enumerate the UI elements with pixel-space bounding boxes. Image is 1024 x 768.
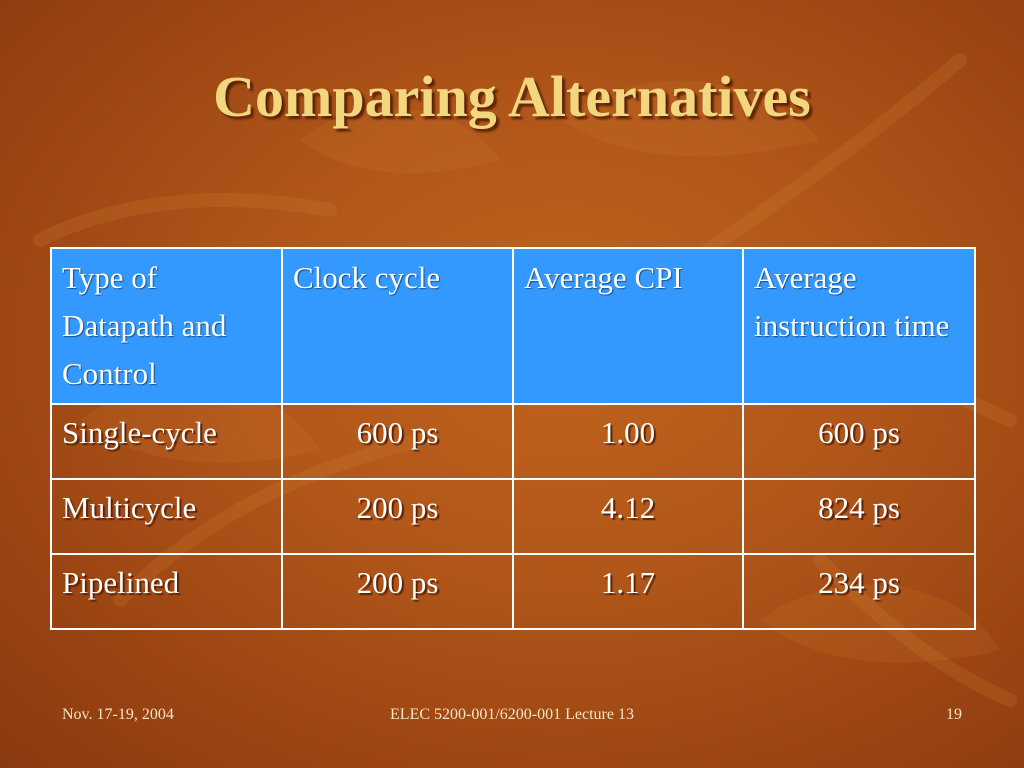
- instruction-time-cell: 600 ps: [742, 403, 976, 480]
- clock-cycle-cell: 600 ps: [281, 403, 514, 480]
- average-cpi-cell: 1.17: [512, 553, 744, 630]
- header-average-cpi: Average CPI: [512, 247, 744, 405]
- table-header-row: Type of Datapath and Control Clock cycle…: [50, 247, 976, 405]
- footer-course: ELEC 5200-001/6200-001 Lecture 13: [390, 706, 634, 723]
- header-type: Type of Datapath and Control: [50, 247, 283, 405]
- row-label: Multicycle: [50, 478, 283, 555]
- row-label: Pipelined: [50, 553, 283, 630]
- slide-title: Comparing Alternatives: [213, 64, 811, 129]
- instruction-time-cell: 234 ps: [742, 553, 976, 630]
- average-cpi-cell: 4.12: [512, 478, 744, 555]
- clock-cycle-cell: 200 ps: [281, 553, 514, 630]
- row-label: Single-cycle: [50, 403, 283, 480]
- instruction-time-cell: 824 ps: [742, 478, 976, 555]
- average-cpi-cell: 1.00: [512, 403, 744, 480]
- header-clock-cycle: Clock cycle: [281, 247, 514, 405]
- header-average-instruction-time: Average instruction time: [742, 247, 976, 405]
- comparison-table: Type of Datapath and Control Clock cycle…: [50, 247, 976, 630]
- clock-cycle-cell: 200 ps: [281, 478, 514, 555]
- table-row: Pipelined 200 ps 1.17 234 ps: [50, 553, 976, 630]
- footer-date: Nov. 17-19, 2004: [62, 706, 174, 723]
- table-row: Single-cycle 600 ps 1.00 600 ps: [50, 403, 976, 480]
- footer-page-number: 19: [946, 706, 962, 723]
- table-row: Multicycle 200 ps 4.12 824 ps: [50, 478, 976, 555]
